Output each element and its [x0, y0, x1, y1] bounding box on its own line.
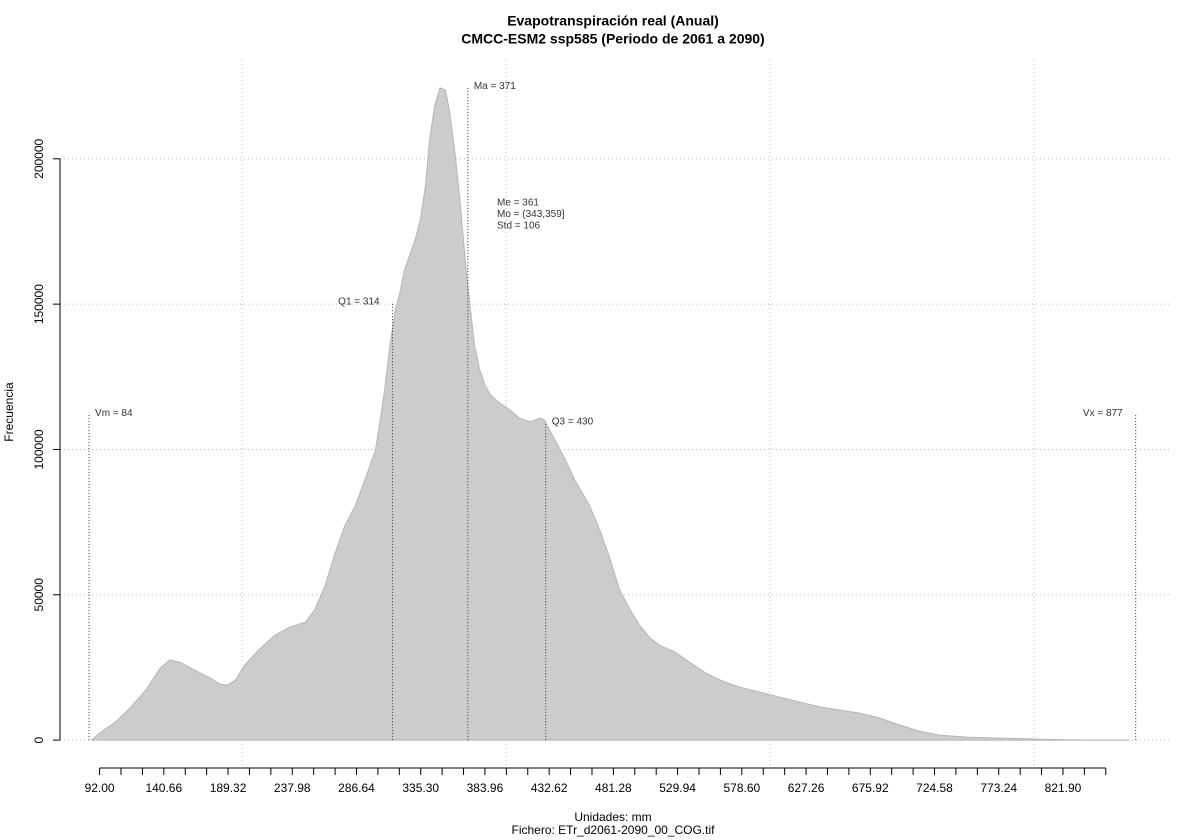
- stat-label: Me = 361: [497, 198, 539, 209]
- x-tick-label: 773.24: [980, 781, 1017, 795]
- stat-label: Mo = (343,359]: [497, 209, 565, 220]
- chart-subtitle: CMCC-ESM2 ssp585 (Periodo de 2061 a 2090…: [461, 31, 764, 47]
- x-tick-label: 189.32: [210, 781, 247, 795]
- y-axis-label: Frecuencia: [2, 382, 16, 442]
- y-tick-label: 100000: [32, 429, 46, 469]
- x-tick-label: 675.92: [852, 781, 889, 795]
- marker-label: Ma = 371: [474, 81, 516, 92]
- caption: Fichero: ETr_d2061-2090_00_COG.tif: [512, 823, 716, 837]
- y-tick-label: 0: [32, 736, 46, 743]
- x-tick-label: 237.98: [274, 781, 311, 795]
- density-area: [90, 87, 1130, 741]
- x-tick-label: 432.62: [531, 781, 568, 795]
- x-tick-label: 529.94: [659, 781, 696, 795]
- chart-title: Evapotranspiración real (Anual): [507, 13, 719, 29]
- x-tick-label: 383.96: [467, 781, 504, 795]
- marker-label: Vm = 84: [95, 408, 133, 419]
- x-tick-label: 92.00: [85, 781, 115, 795]
- x-axis-label: Unidades: mm: [574, 810, 651, 824]
- x-tick-label: 821.90: [1045, 781, 1082, 795]
- x-tick-label: 335.30: [402, 781, 439, 795]
- y-tick-label: 150000: [32, 284, 46, 324]
- x-tick-label: 578.60: [723, 781, 760, 795]
- stat-label: Std = 106: [497, 221, 541, 232]
- y-tick-label: 200000: [32, 138, 46, 178]
- x-tick-label: 724.58: [916, 781, 953, 795]
- marker-label: Q1 = 314: [338, 296, 380, 307]
- marker-label: Q3 = 430: [552, 416, 594, 427]
- x-tick-label: 286.64: [338, 781, 375, 795]
- y-tick-label: 50000: [32, 578, 46, 612]
- x-tick-label: 627.26: [788, 781, 825, 795]
- x-tick-label: 140.66: [145, 781, 182, 795]
- x-tick-label: 481.28: [595, 781, 632, 795]
- marker-label: Vx = 877: [1083, 408, 1123, 419]
